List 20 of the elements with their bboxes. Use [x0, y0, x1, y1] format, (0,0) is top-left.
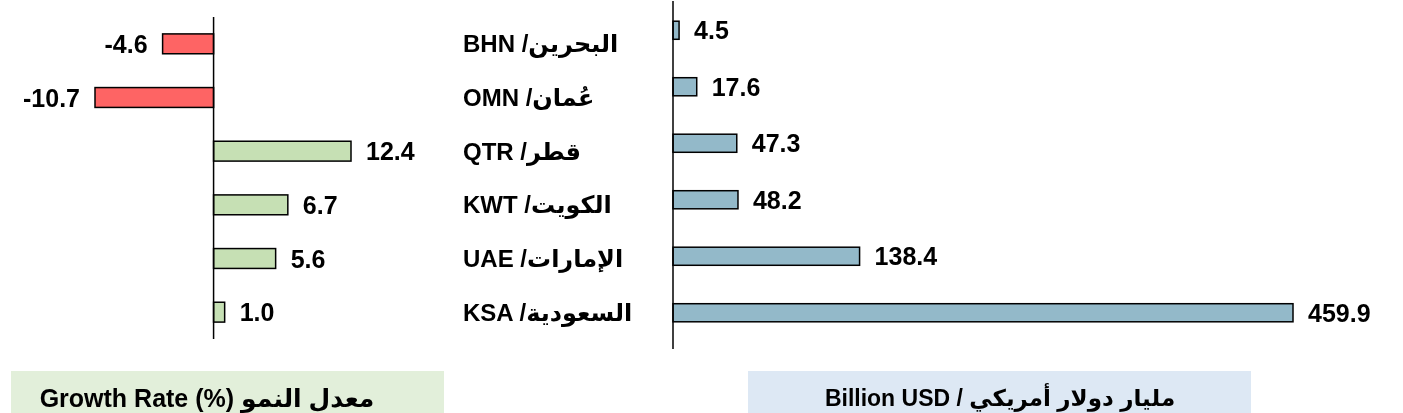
- data-label: 47.3: [751, 129, 801, 158]
- category-label: QTR /قطر: [463, 137, 582, 165]
- data-label: 4.5: [694, 16, 729, 45]
- data-label: -10.7: [23, 83, 80, 112]
- category-label: KWT /الكويت: [463, 191, 612, 219]
- category-label: OMN /عُمان: [463, 84, 595, 111]
- category-label: UAE /الإمارات: [463, 245, 624, 272]
- data-label: 12.4: [366, 137, 415, 166]
- data-label: 48.2: [753, 185, 802, 214]
- data-label: 17.6: [711, 72, 761, 101]
- data-label: 138.4: [874, 242, 938, 271]
- category-label: BHN /البحرين: [463, 30, 619, 58]
- data-label: -4.6: [104, 29, 148, 58]
- data-label: 459.9: [1308, 298, 1371, 327]
- xlabel: Growth Rate (%) معدل النمو: [39, 384, 375, 412]
- data-label: 5.6: [290, 244, 326, 273]
- xlabel: Billion USD / مليار دولار أمريكي: [824, 385, 1176, 411]
- data-label: 6.7: [302, 190, 338, 219]
- data-label: 1.0: [239, 298, 275, 327]
- category-label: KSA /السعودية: [463, 298, 633, 326]
